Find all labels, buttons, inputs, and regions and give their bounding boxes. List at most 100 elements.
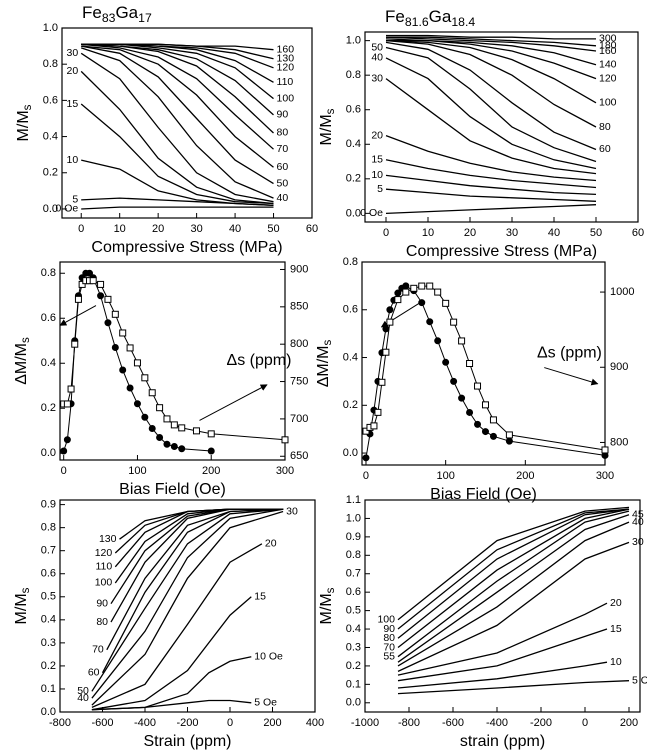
x-tick-label: 50: [267, 223, 279, 235]
point: [148, 425, 156, 432]
curve-label: 110: [277, 76, 294, 88]
y-tick-label: 0.7: [41, 545, 56, 557]
y-tick-label: 0.0: [346, 207, 361, 219]
x-tick-label: 0: [582, 717, 588, 729]
point: [394, 296, 402, 304]
curve-label: 180: [599, 40, 617, 52]
curve: [385, 46, 597, 163]
curve-label: 0 Oe: [360, 207, 383, 219]
curve: [365, 285, 606, 451]
point: [281, 436, 289, 444]
point: [370, 422, 378, 430]
curve-label: 40: [632, 516, 644, 528]
point: [126, 384, 134, 392]
point: [505, 437, 513, 445]
point: [104, 319, 112, 327]
x-tick-label: 20: [464, 227, 476, 239]
curve-label: 80: [599, 121, 611, 133]
curve: [386, 34, 596, 40]
curve-label: 40: [371, 52, 383, 64]
curve-label: 80: [383, 632, 395, 644]
y-axis-label: ΔM/Ms: [315, 339, 334, 387]
point: [141, 374, 149, 382]
y-tick-label: 0.1: [41, 683, 56, 695]
point: [63, 436, 71, 444]
curve: [91, 508, 284, 692]
x-tick-label: 0: [78, 223, 84, 235]
curve-label: 10: [371, 169, 383, 181]
y-axis-label-sub: s: [322, 339, 334, 345]
x-tick-label: 0: [227, 717, 233, 729]
curve: [81, 45, 274, 185]
y-tick-label: 0.0: [43, 203, 58, 215]
point: [374, 408, 382, 416]
curve: [397, 508, 630, 639]
y-tick-label: 0.6: [346, 586, 361, 598]
curve-label: 70: [92, 644, 104, 656]
curve: [385, 39, 597, 128]
point: [474, 382, 482, 390]
x-axis-label: Bias Field (Oe): [430, 486, 537, 503]
curve-label: 300: [599, 33, 617, 45]
x-tick-label: -1000: [351, 717, 379, 729]
point: [119, 329, 127, 337]
point: [78, 280, 86, 288]
y-axis-label-part: M/M: [15, 110, 32, 141]
y-tick-label: 0.4: [43, 130, 58, 142]
chart-title-sub: 18.4: [451, 15, 475, 29]
y-tick-label: 0.8: [43, 58, 58, 70]
curve-label: 10: [610, 656, 622, 668]
x-axis-label: Compressive Stress (MPa): [406, 243, 597, 260]
point: [141, 413, 149, 421]
y2-tick-label: 900: [290, 263, 308, 275]
x-tick-label: 0: [363, 470, 369, 482]
point: [156, 404, 164, 412]
curve-label: 120: [599, 72, 617, 84]
curve: [385, 36, 597, 52]
point: [362, 427, 370, 435]
curve: [385, 159, 597, 189]
point: [450, 377, 458, 385]
curve-label: 30: [632, 536, 644, 548]
y2-tick-label: 700: [290, 413, 308, 425]
plot-frame: [364, 499, 641, 713]
curve: [397, 510, 630, 658]
point: [170, 421, 178, 429]
curve-label: 140: [599, 59, 617, 71]
point: [163, 415, 171, 423]
curve-label: 15: [254, 591, 266, 603]
point: [67, 385, 75, 393]
x-tick-label: 10: [422, 227, 434, 239]
point: [97, 292, 105, 300]
curve-label: 5: [377, 183, 383, 195]
curve-label: 30: [67, 47, 79, 59]
x-tick-label: 200: [516, 470, 534, 482]
curve-label: 60: [599, 143, 611, 155]
curve-label: 100: [377, 614, 395, 626]
curve-label: 15: [67, 98, 79, 110]
point: [489, 432, 497, 440]
point: [418, 299, 426, 307]
curve: [91, 596, 252, 711]
curve-label: 45: [632, 509, 644, 521]
curve: [385, 174, 597, 196]
point: [86, 269, 94, 277]
y-tick-label: 0.2: [346, 173, 361, 185]
x-tick-label: -200: [176, 717, 198, 729]
curve-label: 160: [599, 45, 617, 57]
curve: [91, 656, 252, 711]
point: [601, 446, 609, 454]
curve: [91, 543, 263, 708]
x-tick-label: 10: [114, 223, 126, 235]
y-tick-label: 0.9: [346, 531, 361, 543]
curve: [397, 541, 630, 672]
chart-title-part: Ga: [429, 7, 452, 26]
annotation-arrow: [544, 367, 599, 386]
curve-label: 130: [277, 53, 295, 65]
curve: [80, 70, 274, 205]
x-tick-label: 30: [190, 223, 202, 235]
curve-label: 10: [67, 154, 79, 166]
y2-tick-label: 800: [610, 436, 628, 448]
y-axis-label-sub: s: [325, 587, 337, 593]
